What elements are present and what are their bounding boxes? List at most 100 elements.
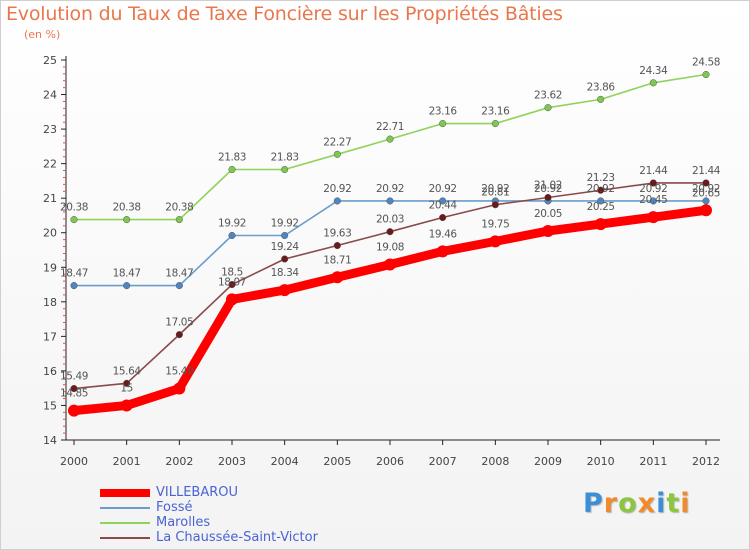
logo-letter: i: [680, 488, 691, 519]
data-label-villebarou: 20.45: [639, 194, 667, 206]
data-label-foss: 20.92: [534, 183, 562, 195]
data-label-la-chauss-e-saint-victor: 21.02: [534, 179, 562, 191]
data-point-foss: [597, 197, 605, 205]
data-point-marolles: [597, 95, 605, 103]
data-point-villebarou: [489, 235, 502, 248]
data-point-marolles: [649, 79, 657, 87]
data-label-foss: 20.92: [323, 183, 351, 195]
y-tick-label: 23: [43, 123, 57, 136]
x-tick-label: 2009: [534, 455, 562, 468]
data-label-foss: 20.92: [692, 183, 720, 195]
proxiti-logo: Proxiti: [583, 488, 691, 519]
legend-item-marolles: Marolles: [100, 515, 318, 530]
data-label-marolles: 21.83: [271, 152, 299, 164]
data-label-la-chauss-e-saint-victor: 21.23: [587, 172, 615, 184]
data-point-la-chauss-e-saint-victor: [281, 255, 289, 263]
data-point-la-chauss-e-saint-victor: [228, 280, 236, 289]
data-point-marolles: [123, 216, 131, 224]
data-point-la-chauss-e-saint-victor: [386, 228, 394, 236]
data-label-marolles: 22.71: [376, 121, 404, 133]
legend: VILLEBAROU Fossé Marolles La Chaussée-Saint…: [100, 485, 318, 545]
data-point-foss: [439, 197, 447, 205]
data-point-marolles: [702, 70, 710, 79]
data-point-marolles: [228, 165, 236, 174]
data-point-marolles: [439, 120, 447, 128]
data-label-la-chauss-e-saint-victor: 17.05: [165, 317, 193, 329]
data-point-foss: [649, 197, 657, 205]
data-point-marolles: [70, 216, 78, 224]
data-point-foss: [702, 197, 710, 205]
legend-label-la-chauss-e-saint-victor: La Chaussée-Saint-Victor: [156, 530, 318, 545]
x-tick-label: 2002: [165, 455, 193, 468]
data-point-foss: [333, 197, 341, 205]
data-point-la-chauss-e-saint-victor: [175, 331, 183, 339]
data-point-foss: [386, 197, 394, 205]
data-label-villebarou: 19.46: [429, 228, 458, 240]
chart-title: Evolution du Taux de Taxe Foncière sur l…: [6, 3, 563, 25]
data-label-la-chauss-e-saint-victor: 20.03: [376, 214, 404, 226]
y-tick-label: 25: [43, 54, 57, 67]
x-tick-label: 2008: [481, 455, 509, 468]
data-label-la-chauss-e-saint-victor: 19.63: [323, 228, 351, 240]
data-label-foss: 19.92: [271, 217, 299, 229]
data-point-la-chauss-e-saint-victor: [70, 384, 78, 393]
data-point-la-chauss-e-saint-victor: [491, 201, 499, 209]
legend-label-foss: Fossé: [156, 500, 193, 515]
data-point-villebarou: [700, 204, 712, 217]
x-tick-label: 2010: [587, 455, 615, 468]
data-point-foss: [175, 282, 183, 290]
data-point-marolles: [386, 135, 394, 143]
legend-swatch-marolles: [100, 521, 150, 524]
legend-label-marolles: Marolles: [156, 515, 211, 530]
x-tick-label: 2005: [323, 455, 351, 468]
data-label-villebarou: 20.05: [534, 208, 562, 220]
y-tick-label: 24: [43, 89, 57, 102]
data-label-marolles: 20.38: [113, 202, 141, 214]
data-label-marolles: 24.34: [639, 65, 668, 77]
data-point-la-chauss-e-saint-victor: [439, 213, 447, 222]
logo-letter: i: [656, 488, 667, 519]
data-label-villebarou: 18.71: [323, 254, 351, 266]
data-point-villebarou: [331, 271, 344, 284]
data-point-marolles: [333, 150, 341, 158]
y-tick-label: 16: [43, 365, 57, 378]
x-tick-label: 2003: [218, 455, 246, 468]
data-label-la-chauss-e-saint-victor: 20.44: [429, 200, 458, 212]
data-point-la-chauss-e-saint-victor: [544, 193, 552, 202]
data-point-la-chauss-e-saint-victor: [333, 241, 341, 250]
data-label-la-chauss-e-saint-victor: 19.24: [271, 241, 300, 253]
data-label-marolles: 20.38: [165, 202, 193, 214]
logo-letter: x: [637, 488, 657, 519]
data-point-villebarou: [647, 211, 660, 224]
logo-letter: o: [618, 488, 638, 519]
data-point-marolles: [544, 104, 552, 112]
data-label-marolles: 21.83: [218, 152, 246, 164]
x-tick-label: 2001: [113, 455, 141, 468]
data-label-foss: 20.92: [481, 183, 509, 195]
data-point-la-chauss-e-saint-victor: [123, 379, 131, 387]
data-point-villebarou: [542, 225, 554, 237]
x-tick-label: 2007: [429, 455, 457, 468]
data-point-la-chauss-e-saint-victor: [597, 186, 605, 194]
data-point-la-chauss-e-saint-victor: [649, 179, 657, 187]
data-label-villebarou: 19.08: [376, 242, 404, 254]
data-point-foss: [123, 282, 131, 290]
data-label-foss: 18.47: [113, 268, 141, 280]
data-label-la-chauss-e-saint-victor: 15.64: [113, 365, 142, 377]
data-label-la-chauss-e-saint-victor: 20.81: [481, 187, 509, 199]
data-point-villebarou: [226, 293, 238, 306]
data-label-marolles: 23.16: [481, 106, 510, 118]
data-label-foss: 19.92: [218, 217, 246, 229]
x-tick-label: 2011: [639, 455, 667, 468]
logo-letter: r: [603, 488, 619, 519]
data-label-villebarou: 15.49: [165, 366, 193, 378]
data-label-la-chauss-e-saint-victor: 15.49: [60, 371, 88, 383]
data-point-marolles: [491, 120, 499, 128]
data-label-marolles: 23.62: [534, 90, 562, 102]
data-label-la-chauss-e-saint-victor: 18.5: [221, 267, 243, 279]
data-label-villebarou: 14.85: [60, 388, 88, 400]
data-label-marolles: 24.58: [692, 57, 720, 69]
y-tick-label: 20: [43, 227, 57, 240]
legend-item-la-chauss-e-saint-victor: La Chaussée-Saint-Victor: [100, 530, 318, 545]
data-point-villebarou: [594, 218, 607, 231]
